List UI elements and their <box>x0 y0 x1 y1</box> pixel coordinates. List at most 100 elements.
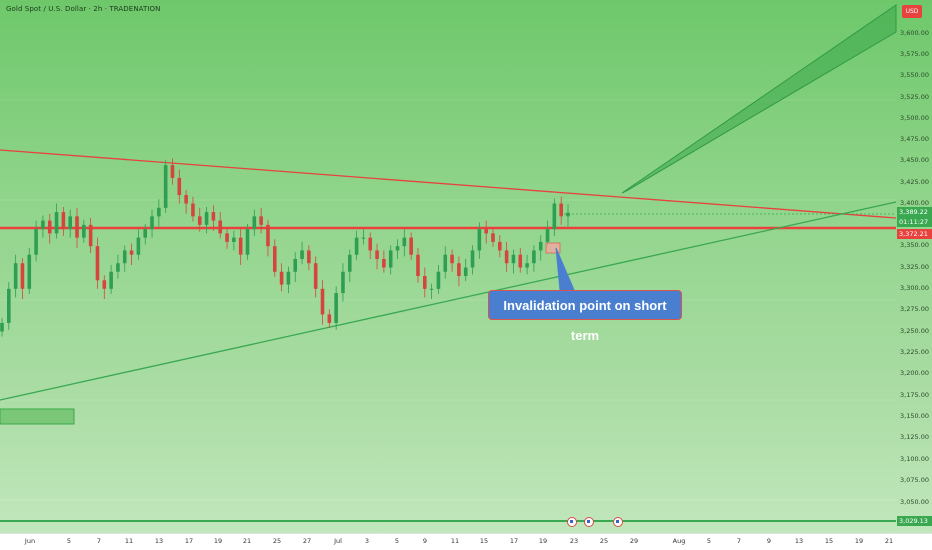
candle-body <box>150 216 154 230</box>
price-tick: 3,175.00 <box>900 391 929 399</box>
price-tick: 3,225.00 <box>900 348 929 356</box>
candle-body <box>218 220 223 234</box>
candle-body <box>211 212 216 221</box>
candle-body <box>409 237 413 255</box>
time-label: 27 <box>302 537 312 545</box>
projection-channel[interactable] <box>621 4 897 194</box>
time-label: Aug <box>672 537 686 545</box>
price-tick: 3,425.00 <box>900 178 929 186</box>
time-label: 7 <box>96 537 102 545</box>
time-label: 13 <box>794 537 804 545</box>
time-label: 3 <box>364 537 370 545</box>
candle-body <box>41 220 45 230</box>
price-tick: 3,125.00 <box>900 433 929 441</box>
time-label: 13 <box>154 537 164 545</box>
candle-body <box>375 250 379 259</box>
candle-body <box>470 250 475 268</box>
time-label: 5 <box>394 537 400 545</box>
candle-body <box>463 267 468 277</box>
price-tick: 3,550.00 <box>900 71 929 79</box>
time-label: 21 <box>242 537 252 545</box>
candle-body <box>313 263 318 289</box>
support-zone-box[interactable] <box>0 408 75 425</box>
price-tick: 3,400.00 <box>900 199 929 207</box>
price-tick: 3,050.00 <box>900 498 929 506</box>
price-tick: 3,250.00 <box>900 327 929 335</box>
chart-canvas[interactable] <box>0 0 932 533</box>
currency-badge[interactable]: USD <box>902 5 922 18</box>
invalidation-callout[interactable]: Invalidation point on short term <box>488 290 682 343</box>
time-label: 25 <box>272 537 282 545</box>
candle-body <box>61 212 66 230</box>
price-tick: 3,450.00 <box>900 156 929 164</box>
time-label: 19 <box>538 537 548 545</box>
time-label: 29 <box>629 537 639 545</box>
time-label: 9 <box>422 537 428 545</box>
candle-body <box>204 212 209 225</box>
candle-body <box>382 258 386 268</box>
candle-body <box>388 250 393 268</box>
time-label: 15 <box>824 537 834 545</box>
ascending-trendline[interactable] <box>0 201 897 401</box>
current-price-tag[interactable]: 3,389.22 01:11:27 <box>897 207 932 227</box>
candle-body <box>116 263 120 272</box>
callout-pointer <box>555 247 575 291</box>
candle-body <box>47 220 52 234</box>
time-label: Jun <box>24 537 36 545</box>
candle-body <box>347 254 352 272</box>
us-flag-icon[interactable] <box>567 517 577 527</box>
candle-body <box>320 288 325 315</box>
candle-body <box>68 216 72 230</box>
price-tick: 3,275.00 <box>900 305 929 313</box>
candle-body <box>272 246 277 272</box>
price-tick: 3,575.00 <box>900 50 929 58</box>
candle-body <box>491 233 495 242</box>
time-label: 19 <box>854 537 864 545</box>
us-flag-icon[interactable] <box>613 517 623 527</box>
time-axis[interactable]: Jun 5 7 11 13 17 19 21 25 27 Jul 3 5 9 1… <box>0 533 932 550</box>
us-flag-icon[interactable] <box>584 517 594 527</box>
candle-body <box>300 250 304 259</box>
candle-body <box>27 254 32 289</box>
invalidation-marker[interactable] <box>545 242 561 254</box>
candle-body <box>170 165 175 178</box>
price-tick: 3,500.00 <box>900 114 929 122</box>
time-label: 11 <box>450 537 460 545</box>
time-label: Jul <box>334 537 342 545</box>
candle-body <box>538 241 543 251</box>
candle-body <box>163 165 168 208</box>
candle-body <box>402 237 407 247</box>
price-tick: 3,200.00 <box>900 369 929 377</box>
candle-body <box>143 229 148 238</box>
candle-body <box>82 224 86 238</box>
candle-body <box>232 237 236 242</box>
candle-body <box>395 246 400 251</box>
chart-title: Gold Spot / U.S. Dollar · 2h · TRADENATI… <box>6 5 161 13</box>
candle-body <box>252 216 257 230</box>
candle-body <box>422 276 427 289</box>
key-level-tag[interactable]: 3,372.21 <box>897 229 932 239</box>
candle-body <box>450 254 454 264</box>
price-tick: 3,300.00 <box>900 284 929 292</box>
current-price-value: 3,389.22 <box>899 208 928 216</box>
candle-body <box>361 237 366 239</box>
candle-body <box>75 216 79 238</box>
candle-body <box>7 288 11 323</box>
candle-body <box>109 271 113 289</box>
candle-body <box>259 216 263 225</box>
time-label: 25 <box>599 537 609 545</box>
price-axis[interactable]: 3,600.00 3,575.00 3,550.00 3,525.00 3,50… <box>896 0 932 533</box>
candle-body <box>566 212 570 217</box>
grid <box>0 99 896 501</box>
candle-body <box>238 237 243 255</box>
time-label: 9 <box>766 537 772 545</box>
descending-trendline[interactable] <box>0 149 897 219</box>
candle-body <box>88 224 93 247</box>
candle-body <box>341 271 345 294</box>
candle-body <box>484 229 488 234</box>
candle-body <box>511 254 516 264</box>
candle-body <box>54 212 59 234</box>
candle-body <box>266 224 270 247</box>
bottom-level-tag[interactable]: 3,029.13 <box>897 516 932 526</box>
